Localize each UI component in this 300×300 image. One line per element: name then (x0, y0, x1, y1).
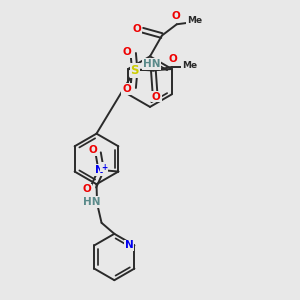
Text: O: O (83, 184, 92, 194)
Text: O: O (122, 84, 131, 94)
Text: O: O (122, 47, 131, 57)
Text: O: O (169, 54, 178, 64)
Text: +: + (101, 163, 107, 172)
Text: HN: HN (83, 197, 100, 207)
Text: N: N (125, 240, 134, 250)
Text: N: N (95, 165, 104, 175)
Text: HN: HN (143, 59, 160, 69)
Text: Me: Me (182, 61, 197, 70)
Text: S: S (130, 64, 139, 77)
Text: O: O (152, 92, 161, 102)
Text: O: O (133, 24, 142, 34)
Text: Me: Me (187, 16, 202, 25)
Text: O: O (88, 146, 97, 155)
Text: O: O (172, 11, 181, 21)
